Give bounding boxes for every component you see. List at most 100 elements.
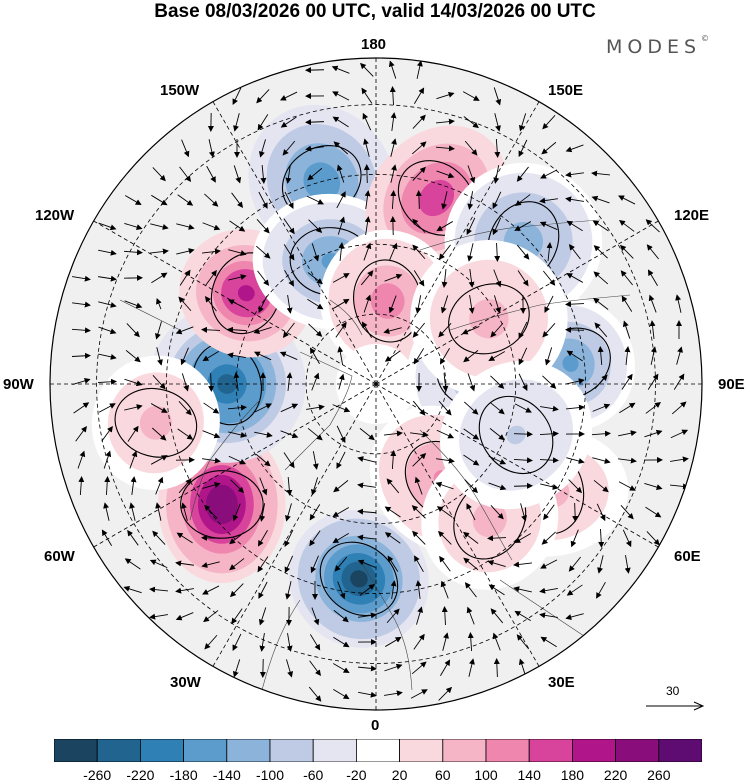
wind-arrow: [621, 373, 633, 390]
wind-arrow: [412, 218, 426, 233]
wind-arrow: [202, 222, 221, 231]
wind-arrow: [464, 582, 477, 598]
wind-arrow: [203, 610, 219, 623]
wind-arrow: [176, 223, 195, 230]
wind-arrow: [257, 556, 269, 573]
wind-arrow: [383, 327, 402, 334]
wind-arrow: [514, 221, 532, 231]
wind-arrow: [466, 503, 476, 521]
wind-arrow: [258, 139, 266, 158]
wind-arrow: [232, 633, 242, 651]
wind-arrow: [490, 608, 504, 624]
wind-arrow: [594, 322, 608, 338]
wind-arrow: [333, 480, 349, 493]
wind-arrow: [71, 327, 91, 334]
wind-arrow: [514, 610, 531, 621]
meridian: [375, 383, 659, 548]
wind-arrow: [282, 322, 295, 338]
wind-arrow: [229, 220, 246, 232]
wind-arrow: [73, 402, 90, 414]
wind-arrow: [175, 612, 194, 621]
wind-arrow: [464, 140, 478, 156]
wind-arrow: [336, 191, 346, 209]
wind-arrow: [648, 294, 657, 313]
wind-arrow: [513, 431, 533, 438]
wind-arrow: [362, 112, 372, 131]
wind-arrow: [150, 248, 169, 255]
wind-arrow: [232, 659, 241, 678]
wind-arrow: [488, 455, 507, 465]
wind-arrow: [436, 118, 455, 125]
wind-arrow: [517, 270, 529, 287]
lon-label-150w: 150W: [160, 82, 200, 99]
reference-vector-arrow: [646, 701, 705, 711]
wind-arrow: [360, 62, 374, 77]
wind-arrow: [257, 114, 269, 131]
wind-arrow: [305, 67, 325, 74]
wind-arrow: [494, 138, 501, 158]
wind-arrow: [516, 244, 530, 260]
wind-arrow: [467, 165, 476, 184]
lon-label-90e: 90E: [718, 376, 745, 393]
colorbar-segment: [312, 739, 357, 762]
wind-arrow: [286, 372, 293, 391]
wind-arrow: [415, 580, 422, 599]
colorbar: [54, 739, 702, 762]
wind-arrow: [493, 269, 502, 288]
wind-arrow: [311, 243, 320, 262]
wind-arrow: [233, 113, 240, 132]
wind-arrow: [332, 507, 349, 518]
wind-arrow: [179, 166, 192, 182]
wind-arrow: [284, 555, 294, 574]
wind-arrow: [358, 691, 377, 698]
wind-arrow: [156, 347, 163, 366]
wind-arrow: [384, 430, 403, 437]
meridian: [375, 101, 540, 385]
wind-arrow: [363, 138, 370, 157]
wind-arrow: [255, 245, 271, 259]
wind-arrow: [389, 86, 396, 106]
wind-arrow: [208, 139, 215, 158]
wind-arrow: [98, 301, 117, 308]
wind-arrow: [202, 248, 221, 255]
wind-arrow: [414, 555, 424, 573]
wind-arrow: [130, 476, 137, 495]
wind-arrow: [416, 606, 423, 625]
colorbar-tick: -260: [83, 767, 112, 783]
wind-arrow: [176, 248, 195, 255]
wind-arrow: [619, 219, 635, 232]
wind-arrow: [618, 481, 636, 491]
wind-arrow: [411, 141, 427, 155]
wind-arrow: [257, 270, 270, 286]
wind-arrow: [513, 561, 532, 568]
wind-arrow: [253, 326, 272, 335]
wind-arrow: [332, 273, 350, 283]
wind-arrow: [568, 244, 581, 260]
wind-arrow: [72, 275, 91, 282]
wind-arrow: [410, 689, 428, 699]
wind-arrow: [285, 581, 292, 600]
wind-arrow: [645, 219, 660, 233]
lat-circle: [305, 313, 447, 455]
wind-arrow: [622, 529, 632, 548]
wind-arrow: [203, 402, 220, 414]
wind-arrow: [463, 557, 479, 571]
reference-vector-value: 30: [666, 684, 680, 698]
wind-arrow: [286, 633, 293, 652]
wind-arrow: [229, 558, 245, 571]
wind-arrow: [415, 190, 422, 210]
wind-arrow: [129, 502, 136, 521]
wind-arrow: [71, 352, 91, 359]
wind-arrow: [256, 218, 270, 234]
lon-label-30e: 30E: [548, 674, 575, 691]
wind-arrow: [204, 193, 219, 207]
colorbar-segment: [96, 739, 141, 762]
meridian: [93, 383, 377, 548]
wind-arrow: [440, 659, 451, 676]
wind-arrow: [411, 505, 426, 519]
wind-arrow: [280, 403, 299, 413]
wind-arrow: [596, 503, 606, 522]
colorbar-tick: 220: [603, 767, 628, 783]
wind-arrow: [206, 165, 216, 183]
wind-arrow: [468, 269, 475, 288]
